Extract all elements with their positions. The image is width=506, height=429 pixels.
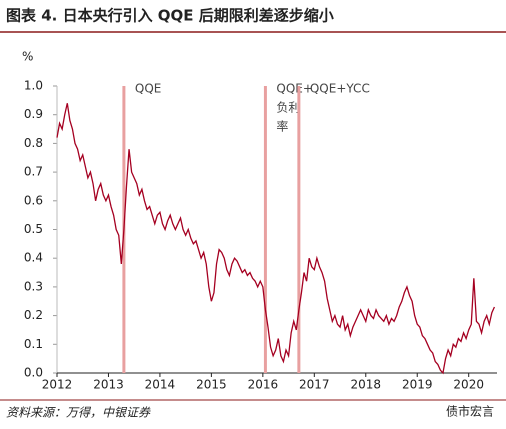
y-tick-label: 0.2	[24, 308, 43, 322]
y-tick-label: 0.9	[24, 107, 43, 121]
x-tick-label: 2012	[42, 378, 73, 392]
y-tick-label: 0.7	[24, 165, 43, 179]
event-label: QQE+YCC	[310, 82, 370, 96]
x-tick-label: 2019	[402, 378, 433, 392]
y-tick-label: 1.0	[24, 79, 43, 93]
event-label: 率	[276, 119, 288, 134]
x-tick-label: 2015	[196, 378, 227, 392]
source: 资料来源：万得，中银证券	[6, 406, 151, 420]
x-tick-label: 2017	[299, 378, 330, 392]
event-label: QQE+	[276, 82, 313, 96]
series-line	[56, 103, 496, 375]
watermark: 债市宏言	[446, 404, 494, 419]
x-tick-label: 2016	[248, 378, 279, 392]
y-tick-label: 0.6	[24, 193, 43, 207]
event-label: QQE	[135, 82, 161, 96]
y-tick-label: 0.4	[24, 251, 43, 265]
y-tick-label: 0.8	[24, 136, 43, 150]
y-unit: %	[22, 50, 33, 64]
x-tick-label: 2014	[145, 378, 176, 392]
y-tick-label: 0.0	[24, 366, 43, 380]
chart-title: 图表 4. 日本央行引入 QQE 后期限利差逐步缩小	[6, 7, 334, 25]
y-tick-label: 0.3	[24, 279, 43, 293]
y-tick-label: 0.5	[24, 222, 43, 236]
y-tick-label: 0.1	[24, 337, 43, 351]
x-tick-label: 2018	[350, 378, 381, 392]
x-tick-label: 2020	[453, 378, 484, 392]
event-label: 负利	[276, 101, 300, 115]
x-tick-label: 2013	[93, 378, 124, 392]
